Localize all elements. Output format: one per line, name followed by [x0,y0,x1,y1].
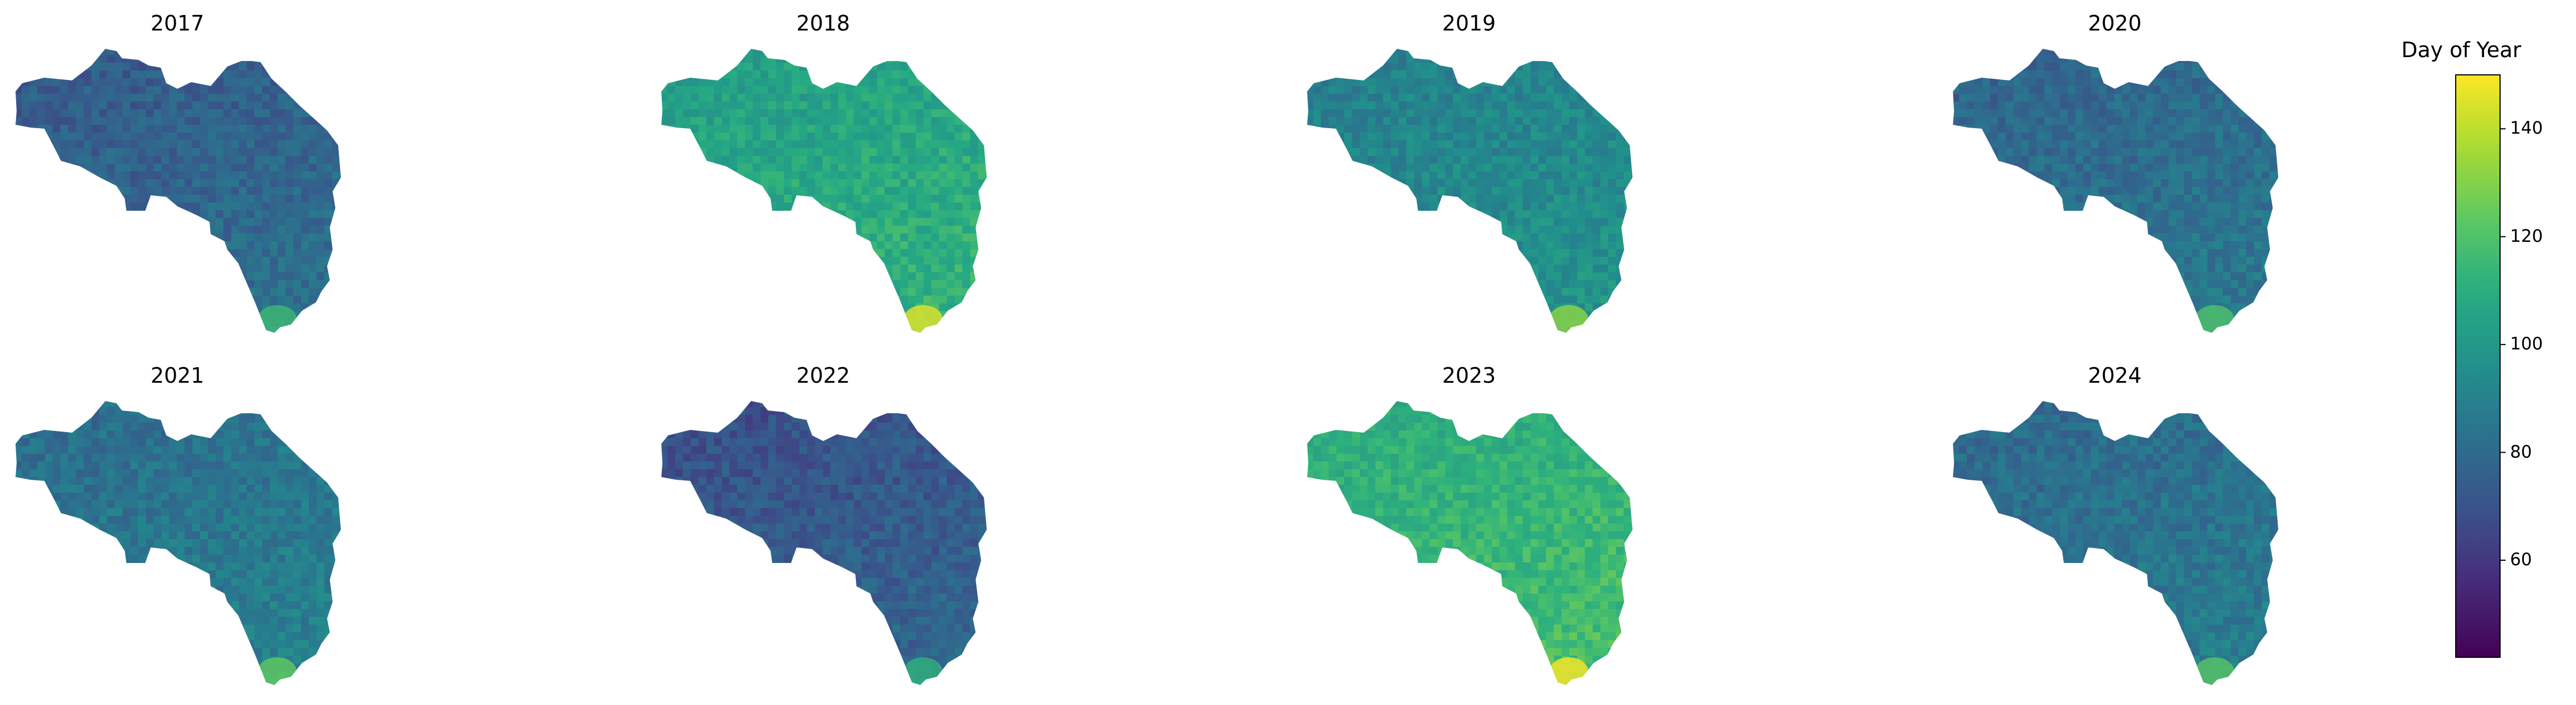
panel-title: 2017 [150,11,205,35]
map-panel-2020: 2020 [1937,0,2292,333]
colorbar-title: Day of Year [2401,38,2522,62]
panel-title: 2024 [2088,363,2142,388]
watershed-map [661,401,987,685]
panel-title: 2018 [796,11,850,35]
watershed-map [16,49,341,333]
panel-title: 2021 [150,363,205,388]
watershed-map [16,401,341,685]
map-panel-2021: 2021 [0,352,355,685]
panel-title: 2019 [1442,11,1496,35]
map-panel-2022: 2022 [646,352,1001,685]
colorbar-tick-label: 60 [2510,550,2532,570]
panel-title: 2022 [796,363,850,388]
watershed-map [1953,49,2278,333]
map-panel-2018: 2018 [646,0,1001,333]
map-panel-2023: 2023 [1292,352,1646,685]
map-panel-2019: 2019 [1292,0,1646,333]
watershed-map [661,49,987,333]
panel-title: 2023 [1442,363,1496,388]
colorbar-tick-label: 80 [2510,442,2532,462]
watershed-map [1307,49,1633,333]
map-panel-2024: 2024 [1937,352,2292,685]
colorbar [2455,74,2506,658]
colorbar-tick-label: 140 [2510,118,2543,139]
watershed-map [1307,401,1633,685]
colorbar-tick-label: 120 [2510,226,2543,246]
watershed-map [1953,401,2278,685]
panel-title: 2020 [2088,11,2142,35]
colorbar-gradient [2455,74,2501,658]
colorbar-tick-label: 100 [2510,334,2543,354]
map-panel-2017: 2017 [0,0,355,333]
